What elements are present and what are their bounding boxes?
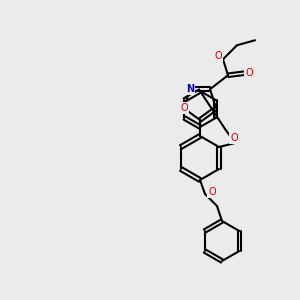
Text: O: O [180,103,188,113]
Text: O: O [214,51,222,61]
Text: O: O [230,133,238,143]
Text: O: O [208,187,216,197]
Text: N: N [186,84,194,94]
Text: O: O [245,68,253,78]
